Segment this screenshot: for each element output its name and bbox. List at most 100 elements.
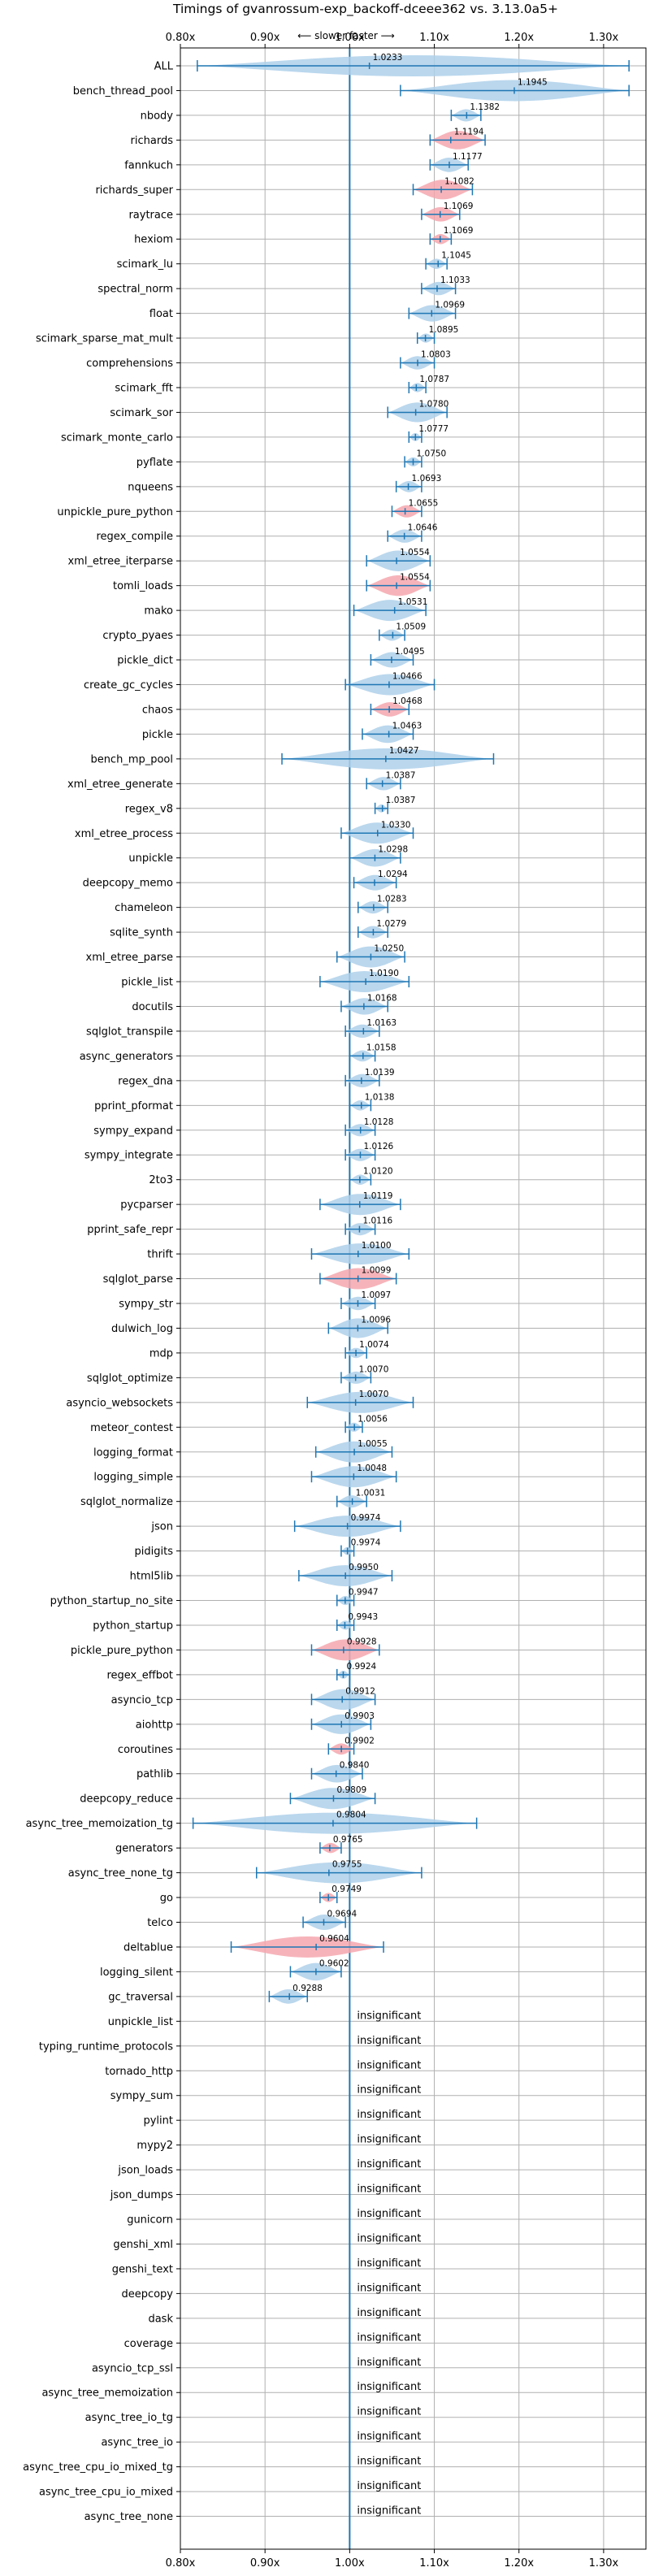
value-label: 0.9943 [348,1612,378,1622]
value-label: 0.9604 [319,1934,349,1944]
benchmark-label: xml_etree_iterparse [67,556,173,568]
benchmark-label: xml_etree_parse [86,952,173,964]
benchmark-label: richards_super [95,184,173,197]
value-label: 1.0554 [400,573,430,583]
value-label: 1.0100 [362,1241,392,1251]
benchmark-label: sqlglot_parse [103,1273,173,1286]
value-label: 1.0646 [408,523,438,533]
insignificant-label: insignificant [357,2109,421,2121]
value-label: 1.0298 [378,845,408,855]
insignificant-label: insignificant [357,2232,421,2244]
value-label: 1.1194 [454,127,484,137]
value-label: 0.9903 [344,1711,375,1721]
value-label: 1.0099 [362,1266,392,1276]
benchmark-label: pickle [142,729,173,741]
benchmark-label: comprehensions [86,358,173,370]
value-label: 1.0116 [362,1216,392,1226]
value-label: 1.1069 [444,202,474,211]
benchmark-label: meteor_contest [90,1422,173,1434]
value-label: 0.9602 [319,1958,349,1968]
value-label: 0.9749 [332,1884,362,1894]
insignificant-label: insignificant [357,2059,421,2071]
value-label: 0.9950 [349,1563,379,1572]
x-tick-label-bottom: 1.10x [419,2557,449,2569]
value-label: 1.0120 [363,1167,393,1177]
benchmark-label: chaos [142,704,173,716]
insignificant-label: insignificant [357,2208,421,2220]
benchmark-label: raytrace [128,209,173,221]
value-label: 1.1382 [470,102,500,112]
value-label: 1.0787 [419,375,449,384]
benchmark-label: bench_thread_pool [73,85,173,98]
insignificant-label: insignificant [357,2406,421,2418]
benchmark-label: dask [148,2313,173,2325]
benchmark-label: logging_silent [100,1967,173,1979]
value-label: 0.9974 [351,1538,381,1548]
value-label: 1.1945 [518,77,548,87]
benchmark-label: telco [147,1917,173,1929]
benchmark-label: crypto_pyaes [102,630,173,642]
benchmark-label: richards [131,135,174,147]
benchmark-label: float [150,308,173,320]
benchmark-label: python_startup_no_site [50,1595,173,1607]
benchmark-label: sympy_sum [110,2090,173,2102]
value-label: 1.0294 [378,870,408,879]
value-label: 1.0531 [398,597,428,607]
benchmark-label: sympy_integrate [84,1150,173,1162]
value-label: 1.0780 [419,399,449,409]
x-tick-label-top: 0.80x [166,32,196,44]
value-label: 1.1082 [444,176,474,186]
benchmark-label: unpickle_list [108,2016,173,2028]
insignificant-label: insignificant [357,2480,421,2492]
benchmark-label: async_tree_cpu_io_mixed_tg [23,2461,173,2474]
benchmark-label: xml_etree_process [75,828,173,840]
value-label: 1.0031 [356,1489,386,1498]
benchmark-label: async_tree_cpu_io_mixed [39,2487,173,2499]
benchmark-label: pidigits [135,1546,174,1558]
benchmark-label: asyncio_tcp [111,1694,173,1706]
benchmark-label: asyncio_tcp_ssl [92,2362,173,2374]
insignificant-label: insignificant [357,2431,421,2443]
benchmark-label: sqlglot_transpile [86,1026,173,1038]
benchmark-label: deepcopy [121,2288,173,2301]
value-label: 1.0070 [359,1390,389,1399]
benchmark-label: mypy2 [136,2140,173,2152]
benchmark-label: chameleon [115,902,173,914]
benchmark-label: hexiom [134,234,173,246]
benchmark-label: genshi_text [112,2263,173,2275]
insignificant-label: insignificant [357,2158,421,2171]
value-label: 1.1069 [444,226,474,236]
benchmark-label: coroutines [118,1744,173,1756]
benchmark-label: pprint_pformat [94,1100,173,1112]
benchmark-label: deltablue [124,1941,173,1954]
x-tick-label-bottom: 0.90x [250,2557,280,2569]
benchmark-label: pycparser [120,1199,173,1212]
benchmark-label: tornado_http [105,2066,173,2078]
direction-label: ⟵ slower faster ⟶ [297,30,395,41]
value-label: 1.0138 [365,1092,395,1102]
benchmark-label: scimark_sor [110,407,173,419]
chart-title: Timings of gvanrossum-exp_backoff-dceee3… [172,2,558,17]
value-label: 1.0048 [357,1464,387,1473]
benchmark-label: regex_compile [96,531,173,543]
x-tick-label-top: 0.90x [250,32,280,44]
value-label: 1.0163 [366,1018,396,1028]
insignificant-label: insignificant [357,2331,421,2344]
benchmark-label: spectral_norm [98,284,173,296]
benchmark-label: regex_v8 [125,803,173,815]
benchmark-label: regex_dna [118,1075,173,1087]
x-tick-label-bottom: 1.00x [335,2557,365,2569]
value-label: 1.0126 [363,1142,393,1151]
insignificant-label: insignificant [357,2184,421,2196]
x-tick-label-top: 1.00x [335,32,365,44]
value-label: 1.0190 [369,969,399,978]
benchmark-label: deepcopy_memo [83,878,173,890]
benchmark-label: ALL [154,61,174,73]
insignificant-label: insignificant [357,2134,421,2146]
value-label: 1.0803 [421,350,451,360]
value-label: 1.0119 [363,1191,393,1201]
benchmark-label: sqlite_synth [110,927,173,939]
benchmark-label: pickle_dict [117,655,173,667]
benchmark-label: fannkuch [124,159,173,171]
value-label: 1.0330 [381,820,411,830]
